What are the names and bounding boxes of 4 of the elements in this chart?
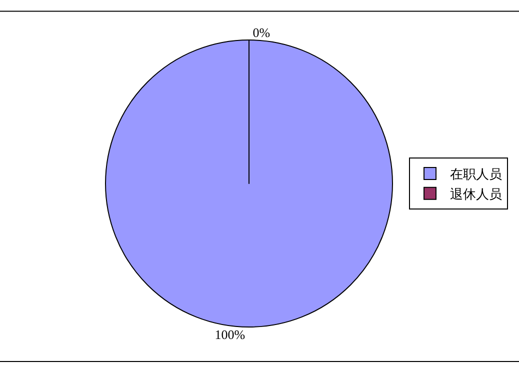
data-label: 100%: [214, 327, 246, 342]
text: 0%: [252, 25, 270, 40]
legend-label: 退休人员: [450, 187, 502, 202]
legend-label: 在职人员: [450, 168, 502, 183]
